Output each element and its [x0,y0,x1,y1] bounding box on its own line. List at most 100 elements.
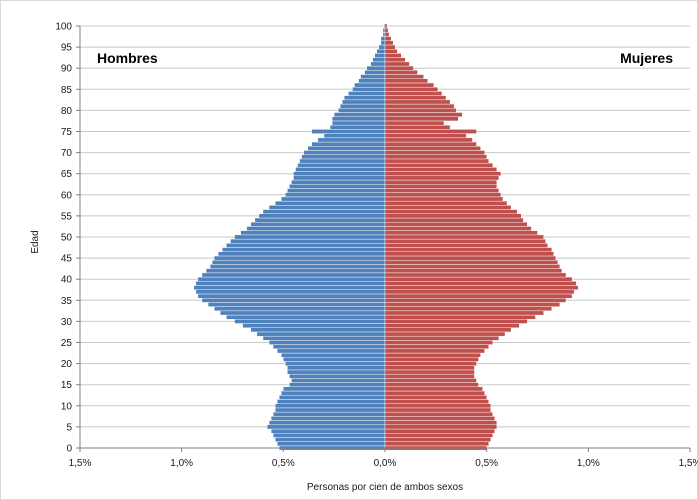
y-tick-label-25: 25 [61,338,73,349]
bar-mujeres-age-97 [384,36,392,41]
y-tick-label-45: 45 [61,254,73,265]
bar-hombres-age-1 [277,441,386,447]
y-tick-label-5: 5 [66,422,72,433]
bar-mujeres-age-51 [384,230,538,236]
bar-mujeres-age-9 [384,407,491,413]
y-tick-label-90: 90 [61,64,73,75]
bar-mujeres-age-47 [384,247,552,252]
y-tick-label-60: 60 [61,190,73,201]
bar-hombres-age-53 [250,222,386,227]
bar-mujeres-age-46 [384,251,554,257]
bar-hombres-age-99 [382,27,386,33]
bar-hombres-age-15 [289,382,386,387]
bar-hombres-age-60 [285,192,386,198]
bar-hombres-age-72 [311,141,386,147]
bar-mujeres-age-100 [384,23,388,29]
bar-mujeres-age-5 [384,424,498,430]
bar-mujeres-age-35 [384,298,567,303]
bar-hombres-age-95 [378,44,386,50]
bar-mujeres-age-84 [384,91,443,96]
bar-hombres-age-33 [213,306,386,312]
bar-mujeres-age-43 [384,264,561,269]
bar-mujeres-age-78 [384,116,459,122]
bar-hombres-age-25 [268,340,386,345]
bar-mujeres-age-34 [384,302,561,307]
bar-mujeres-age-42 [384,268,563,274]
bar-mujeres-age-76 [384,124,451,130]
bar-mujeres-age-60 [384,192,502,198]
x-tick-label-6: 1,5% [679,458,698,469]
bar-mujeres-age-85 [384,87,439,92]
bar-hombres-age-43 [209,264,386,269]
bar-hombres-age-18 [287,369,386,375]
bar-mujeres-age-71 [384,146,481,151]
bar-hombres-age-49 [230,238,386,244]
bar-hombres-age-79 [333,112,386,117]
bar-mujeres-age-63 [384,179,498,185]
right-side-label: Mujeres [620,50,673,66]
bar-mujeres-age-37 [384,289,575,295]
bar-mujeres-age-95 [384,44,396,50]
bar-mujeres-age-24 [384,344,489,350]
bar-hombres-age-4 [270,428,386,434]
bar-hombres-age-94 [376,49,386,54]
bar-hombres-age-27 [256,331,386,337]
bar-mujeres-age-4 [384,428,496,434]
bar-mujeres-age-65 [384,171,502,176]
bar-mujeres-age-56 [384,209,518,214]
bar-mujeres-age-33 [384,306,552,312]
bar-hombres-age-6 [268,420,386,425]
bar-mujeres-age-26 [384,335,500,341]
bar-hombres-age-74 [323,133,386,139]
y-tick-label-85: 85 [61,85,73,96]
bar-mujeres-age-20 [384,361,477,366]
bar-hombres-age-26 [262,335,386,341]
bar-mujeres-age-21 [384,357,479,362]
bar-mujeres-age-87 [384,78,428,84]
bar-mujeres-age-82 [384,99,451,105]
x-axis-title: Personas por cien de ambos sexos [307,482,463,493]
x-tick-label-3: 0,0% [374,458,397,469]
bar-mujeres-age-10 [384,403,491,409]
bar-hombres-age-57 [268,205,386,210]
bar-mujeres-age-48 [384,243,548,248]
bar-mujeres-age-32 [384,310,544,316]
bar-hombres-age-19 [287,365,386,371]
bar-mujeres-age-23 [384,348,485,354]
bar-hombres-age-13 [281,390,386,396]
bar-hombres-age-37 [195,289,386,295]
bar-mujeres-age-81 [384,103,455,109]
bar-mujeres-age-22 [384,352,481,358]
bar-hombres-age-34 [207,302,386,307]
bar-mujeres-age-64 [384,175,500,181]
bar-hombres-age-11 [277,399,386,404]
bar-hombres-age-86 [354,82,386,88]
bar-mujeres-age-93 [384,53,402,58]
bar-mujeres-age-58 [384,200,508,206]
bar-hombres-age-66 [295,167,386,172]
bar-hombres-age-70 [303,150,386,155]
bar-mujeres-age-88 [384,74,424,79]
bar-hombres-age-84 [348,91,386,96]
y-tick-label-95: 95 [61,43,73,54]
bar-hombres-age-35 [201,298,386,303]
bar-hombres-age-52 [246,226,386,231]
bar-mujeres-age-13 [384,390,485,396]
bar-hombres-age-31 [226,314,386,320]
bar-mujeres-age-53 [384,222,528,227]
bar-hombres-age-80 [338,108,386,113]
bar-mujeres-age-67 [384,162,493,168]
bar-hombres-age-63 [291,179,386,185]
bar-mujeres-age-29 [384,323,520,328]
bar-mujeres-age-7 [384,416,496,421]
y-tick-label-0: 0 [66,444,72,455]
axes: 0 5 10 15 20 25 30 35 40 45 50 55 60 65 70 75 80 85 90 95 10… [55,22,698,470]
bar-hombres-age-2 [275,437,386,442]
bar-mujeres-age-1 [384,441,489,447]
bar-mujeres-age-3 [384,433,493,438]
bar-mujeres-age-57 [384,205,512,210]
bar-hombres-age-12 [279,395,386,400]
bar-mujeres-age-40 [384,276,573,282]
bar-hombres-age-81 [340,103,386,109]
bar-mujeres-age-36 [384,293,573,299]
